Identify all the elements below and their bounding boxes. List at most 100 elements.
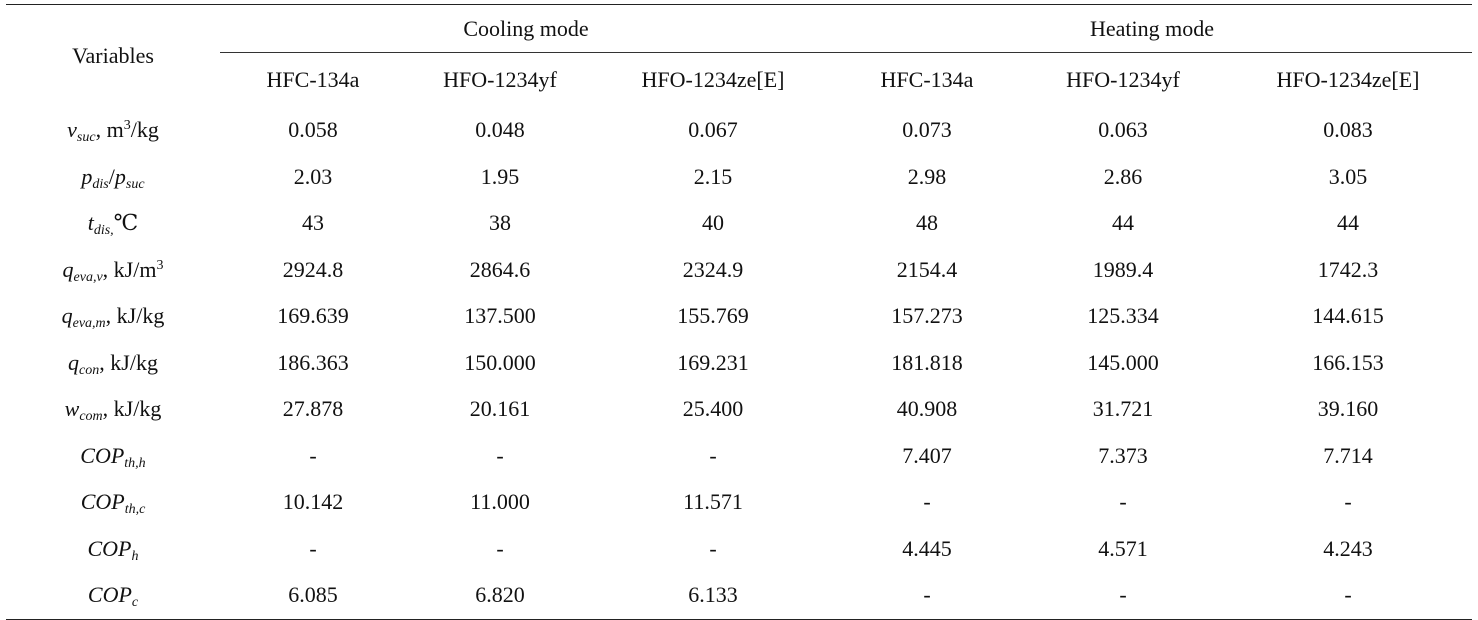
- table-cell: 48: [916, 210, 938, 236]
- table-cell: 0.073: [902, 117, 952, 143]
- table-cell: 44: [1112, 210, 1134, 236]
- variable-label: qcon, kJ/kg: [6, 340, 220, 387]
- variable-unit: , kJ/kg: [105, 303, 165, 329]
- variable-label: qeva,v, kJ/m3: [6, 247, 220, 294]
- table-cell: 43: [302, 210, 324, 236]
- refrigerant-header: HFO-1234ze[E]: [641, 67, 785, 92]
- variable-subscript: h: [131, 548, 139, 564]
- table-cell: 6.820: [475, 582, 525, 608]
- variable-subscript: th,h: [124, 455, 146, 471]
- variable-symbol: q: [68, 349, 80, 375]
- table-cell: 157.273: [891, 303, 963, 329]
- variable-subscript: com: [79, 409, 103, 425]
- table-cell: -: [709, 535, 717, 561]
- header-row-refrigerants: HFC-134a HFO-1234yf HFO-1234ze[E] HFC-13…: [6, 53, 1472, 108]
- table-cell: -: [923, 489, 931, 515]
- table-cell: 39.160: [1317, 396, 1379, 422]
- variable-symbol: t: [87, 210, 94, 236]
- table-cell: 166.153: [1312, 349, 1384, 375]
- table-cell: 1989.4: [1092, 256, 1154, 282]
- variable-subscript: con: [79, 362, 100, 378]
- variable-symbol: p: [114, 163, 126, 189]
- table-cell: 7.373: [1098, 442, 1148, 468]
- header-row-groups: Variables Cooling mode Heating mode: [6, 4, 1472, 68]
- variable-symbol: w: [64, 396, 80, 422]
- variables-header: Variables: [72, 43, 154, 68]
- variable-label: COPth,c: [6, 479, 220, 526]
- table-cell: 11.571: [683, 489, 743, 515]
- table-cell: 11.000: [470, 489, 530, 515]
- variable-unit: /: [108, 163, 115, 189]
- table-cell: 150.000: [464, 349, 536, 375]
- variable-subscript: dis: [92, 176, 109, 192]
- table-cell: 2924.8: [282, 256, 344, 282]
- table-cell: -: [709, 442, 717, 468]
- table-cell: 181.818: [891, 349, 963, 375]
- table-cell: -: [1344, 582, 1352, 608]
- table-cell: -: [496, 442, 504, 468]
- variable-label: COPc: [6, 572, 220, 619]
- unit-exponent: 3: [156, 257, 164, 273]
- variable-symbol: q: [61, 303, 73, 329]
- table-cell: 4.571: [1098, 535, 1148, 561]
- variable-unit: , m: [95, 117, 124, 143]
- table-cell: 4.243: [1323, 535, 1373, 561]
- variable-label: tdis,℃: [6, 200, 220, 247]
- refrigerant-header: HFO-1234ze[E]: [1276, 67, 1420, 92]
- variable-subscript: eva,m: [72, 316, 106, 332]
- variable-symbol: COP: [87, 582, 132, 608]
- table-cell: 169.639: [277, 303, 349, 329]
- table-cell: 2.15: [693, 163, 733, 189]
- variable-subscript: eva,v: [73, 269, 103, 285]
- variable-unit: , kJ/m: [102, 256, 157, 282]
- variable-symbol: COP: [87, 535, 132, 561]
- table-cell: 2864.6: [469, 256, 531, 282]
- variable-unit: /kg: [130, 117, 159, 143]
- table-cell: 186.363: [277, 349, 349, 375]
- table-cell: 3.05: [1328, 163, 1368, 189]
- table-cell: 4.445: [902, 535, 952, 561]
- table-row: vsuc, m3/kg 0.058 0.048 0.067 0.073 0.063 0.08…: [6, 107, 1472, 154]
- refrigerant-header: HFC-134a: [880, 67, 974, 92]
- table-cell: 125.334: [1087, 303, 1159, 329]
- table-cell: 25.400: [682, 396, 744, 422]
- table-cell: 0.048: [475, 117, 525, 143]
- table-cell: 0.067: [688, 117, 738, 143]
- variable-label: qeva,m, kJ/kg: [6, 293, 220, 340]
- table-cell: 2154.4: [896, 256, 958, 282]
- table-cell: -: [1119, 489, 1127, 515]
- table-row: qeva,m, kJ/kg 169.639 137.500 155.769 157.27…: [6, 293, 1472, 340]
- table-cell: 144.615: [1312, 303, 1384, 329]
- variable-symbol: p: [81, 163, 93, 189]
- table-cell: 10.142: [282, 489, 344, 515]
- table-row: tdis,℃ 43 38 40 48 44 44: [6, 200, 1472, 247]
- variable-unit: , kJ/kg: [102, 396, 162, 422]
- table-cell: 155.769: [677, 303, 749, 329]
- table-cell: 169.231: [677, 349, 749, 375]
- table-cell: 1.95: [480, 163, 520, 189]
- variable-label: COPh: [6, 526, 220, 573]
- variable-symbol: v: [67, 117, 77, 143]
- table-cell: 1742.3: [1317, 256, 1379, 282]
- table-cell: 40.908: [896, 396, 958, 422]
- table-cell: 38: [489, 210, 511, 236]
- variable-label: wcom, kJ/kg: [6, 386, 220, 433]
- table-row: COPh - - - 4.445 4.571 4.243: [6, 526, 1472, 573]
- table-cell: 7.407: [902, 442, 952, 468]
- variable-subscript: th,c: [124, 502, 146, 518]
- variable-label: COPth,h: [6, 433, 220, 480]
- table-cell: 6.085: [288, 582, 338, 608]
- table-cell: 0.058: [288, 117, 338, 143]
- table-cell: 2.98: [907, 163, 947, 189]
- variable-subscript: dis,: [93, 223, 114, 239]
- refrigerant-header: HFC-134a: [266, 67, 360, 92]
- variable-symbol: q: [62, 256, 74, 282]
- table-cell: 40: [702, 210, 724, 236]
- table-cell: -: [923, 582, 931, 608]
- variable-unit: , kJ/kg: [99, 349, 158, 375]
- table-cell: 137.500: [464, 303, 536, 329]
- variable-label: pdis/psuc: [6, 154, 220, 201]
- table-cell: 20.161: [469, 396, 531, 422]
- table-cell: 0.063: [1098, 117, 1148, 143]
- table-cell: 0.083: [1323, 117, 1373, 143]
